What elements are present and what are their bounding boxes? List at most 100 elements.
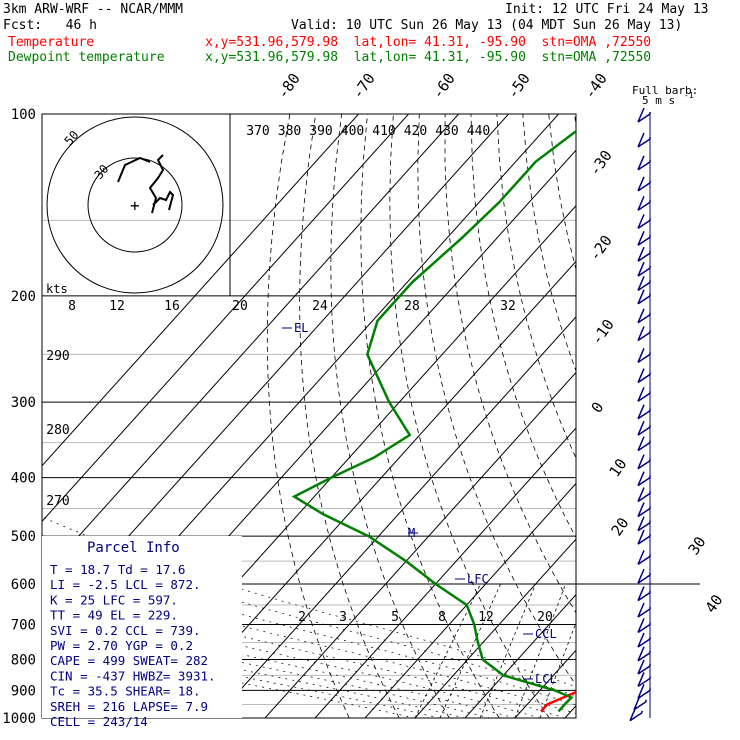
wind-barb-flag	[637, 132, 645, 148]
parcel-info-title: Parcel Info	[87, 540, 180, 556]
wind-barb-flag	[637, 420, 645, 436]
wind-barb	[637, 492, 651, 503]
dry-adiabat-line	[730, 114, 740, 718]
wind-barb	[637, 373, 651, 384]
wind-barb-flag	[637, 326, 645, 341]
parcel-info-row: LI = -2.5 LCL = 872.	[50, 577, 201, 592]
dry-adiabat-line	[389, 114, 550, 718]
parcel-info-box	[42, 536, 242, 718]
pressure-tick-label: 700	[11, 617, 36, 633]
mixing-ratio-label: 8	[438, 610, 446, 625]
wind-barb-flag	[637, 550, 645, 565]
dry-adiabat-line	[417, 114, 576, 686]
wind-barb	[637, 608, 651, 618]
isotherm-line	[214, 316, 576, 718]
mixing-ratio-label: 12	[478, 610, 494, 625]
hodograph-center: +	[130, 196, 140, 215]
legend-dewpoint-info: x,y=531.96,579.98 lat,lon= 41.31, -95.90…	[205, 50, 652, 65]
isotherm-line	[665, 114, 740, 718]
dry-adiabat-line	[360, 114, 500, 718]
barb-key-unit: 5 m s	[642, 94, 675, 107]
hodograph-ring-50	[46, 116, 224, 294]
wind-barb-flag	[637, 632, 645, 648]
isotherm-label: 20	[608, 514, 633, 539]
wind-barb-flag	[637, 568, 645, 584]
hodograph-ring-30	[87, 157, 183, 253]
isotherm-label: -50	[504, 70, 534, 103]
isotherm-label: -10	[588, 316, 618, 349]
pressure-tick-label: 500	[11, 529, 36, 545]
wind-barb-flag	[637, 289, 645, 305]
wind-barb-flag	[637, 348, 645, 363]
isotherm-line	[42, 114, 359, 467]
height-tick-label: 16	[164, 299, 180, 314]
wind-barb	[637, 623, 651, 634]
theta-label: 410	[372, 124, 395, 139]
pressure-tick-label: 900	[11, 683, 36, 699]
wind-barb	[637, 138, 651, 148]
isotherm-line	[464, 593, 576, 718]
wind-barb	[637, 441, 651, 452]
wind-barb	[637, 665, 651, 675]
wind-barb	[637, 331, 651, 342]
moist-adiabat-line	[42, 631, 441, 718]
theta-label: 380	[278, 124, 301, 139]
dry-adiabat-line	[522, 114, 576, 372]
isotherm-label: -80	[274, 70, 304, 103]
theta-label: 400	[341, 124, 364, 139]
dry-adiabat-line	[266, 114, 350, 718]
wind-barb-flag	[637, 107, 645, 123]
pressure-tick-label: 100	[11, 107, 36, 123]
isotherm-line	[164, 260, 576, 718]
isotherm-line	[715, 114, 740, 718]
plot-frame	[41, 113, 577, 719]
dry-adiabat-line	[678, 114, 740, 718]
mixing-ratio-line	[585, 584, 626, 718]
level-label-lcl: LCL	[535, 672, 557, 686]
wind-barb	[637, 353, 651, 363]
init-time: Init: 12 UTC Fri 24 May 13	[505, 2, 709, 17]
isotherm-label: -20	[586, 232, 616, 265]
wind-barb-flag	[637, 195, 645, 211]
parcel-info-row: SREH = 216 LAPSE= 7.9	[50, 699, 208, 714]
wind-barb-flag	[637, 404, 645, 420]
wind-barb-flag	[637, 155, 645, 171]
mixing-ratio-label: 3	[339, 610, 347, 625]
wind-barb	[637, 426, 651, 436]
isotherm-line	[42, 114, 409, 523]
barb-key-exponent: -1	[684, 91, 694, 100]
level-label-lfc: LFC	[467, 572, 489, 586]
wind-barb-flag	[637, 386, 645, 402]
wind-barb-flag	[637, 176, 645, 192]
wind-barb	[637, 113, 651, 123]
wind-barb-flag	[637, 276, 645, 291]
wind-barb	[637, 252, 651, 262]
wind-barb-flag	[637, 646, 645, 662]
valid-time: Valid: 10 UTC Sun 26 May 13 (04 MDT Sun …	[291, 18, 683, 33]
isotherm-line	[314, 427, 576, 718]
pressure-tick-label: 400	[11, 471, 36, 487]
isotherm-label: 40	[702, 591, 727, 616]
legend-temperature-label: Temperature	[8, 35, 95, 50]
parcel-info-row: SVI = 0.2 CCL = 739.	[50, 623, 201, 638]
theta-label: 440	[467, 124, 490, 139]
wind-barb-flag	[637, 368, 645, 383]
dry-adiabat-line	[470, 114, 576, 539]
wind-barb	[637, 574, 651, 584]
level-label-ccl: CCL	[535, 627, 557, 641]
wind-barb-flag	[637, 436, 645, 451]
isotherm-label: 10	[606, 455, 631, 480]
wind-barb	[637, 477, 651, 487]
theta-label: 390	[309, 124, 332, 139]
mixing-ratio-label: 2	[298, 610, 306, 625]
wind-barb-flag	[637, 308, 645, 324]
parcel-info-row: CAPE = 499 SWEAT= 282	[50, 653, 208, 668]
wind-barb	[629, 712, 643, 722]
dry-adiabat-line	[330, 114, 450, 718]
wind-barb-flag	[637, 246, 645, 262]
level-label-m: M	[408, 526, 415, 540]
wind-barb	[637, 314, 651, 324]
wind-barb-flag	[637, 454, 645, 470]
wind-barb	[637, 591, 651, 602]
